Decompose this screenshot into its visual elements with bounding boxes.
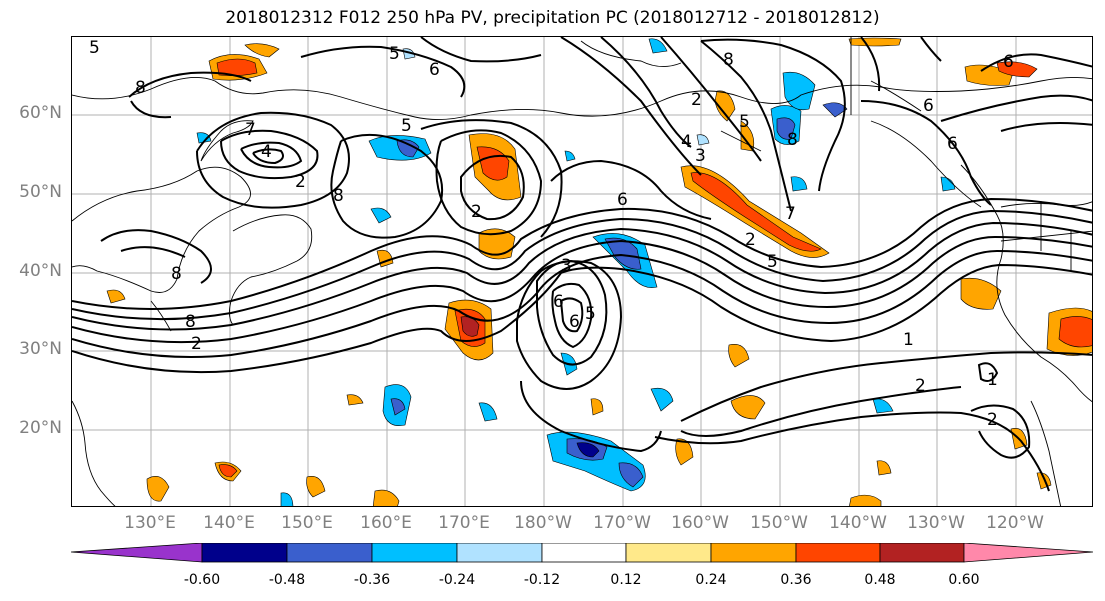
lat-label-30n: 30°N [19,339,62,359]
lat-label-20n: 20°N [19,418,62,438]
colorbar [71,543,1093,563]
colorbar-tick-label: 0.24 [695,572,727,588]
colorbar-segment [625,543,712,563]
contour-label: 5 [767,252,778,272]
contour-label: 2 [915,376,926,396]
colorbar-tick-label: 0.48 [864,572,896,588]
contour-label: 6 [617,190,628,210]
contour-label: 1 [903,330,914,350]
colorbar-segment [286,543,373,563]
colorbar-tick-label: 0.12 [610,572,642,588]
map-canvas: 5 6 8 5 4 7 2 8 5 2 3 6 5 8 6 8 6 2 3 2 … [72,37,1092,506]
colorbar-tick-label: -0.12 [523,572,561,588]
contour-label: 3 [561,256,572,276]
plot-title: 2018012312 F012 250 hPa PV, precipitatio… [225,8,880,28]
contour-label: 8 [185,312,196,332]
lon-label-130w: 130°W [907,513,965,533]
colorbar-segment [879,543,965,563]
lon-label-170w: 170°W [593,513,651,533]
contour-label: 4 [261,142,272,162]
contour-label: 6 [569,312,580,332]
colorbar-segment [795,543,881,563]
colorbar-segment [201,543,288,563]
map-panel: 5 6 8 5 4 7 2 8 5 2 3 6 5 8 6 8 6 2 3 2 … [71,36,1093,507]
contour-label: 5 [401,116,412,136]
colorbar-tick-label: -0.60 [183,572,221,588]
contour-label: 2 [471,202,482,222]
colorbar-extend-max [963,543,1093,563]
colorbar-tick-label: 0.36 [780,572,812,588]
lon-label-160w: 160°W [671,513,729,533]
precip-anomaly-shading [106,37,1092,506]
contour-label: 2 [745,230,756,250]
contour-label: 5 [739,112,750,132]
contour-label: 5 [89,38,100,58]
lat-label-60n: 60°N [19,103,62,123]
colorbar-tick-label: 0.60 [948,572,980,588]
colorbar-segment [710,543,797,563]
colorbar-tick-label: -0.36 [353,572,391,588]
lon-label-130e: 130°E [124,513,176,533]
contour-label: 2 [295,172,306,192]
lon-label-180w: 180°W [514,513,572,533]
lat-label-50n: 50°N [19,182,62,202]
colorbar-tick-label: -0.24 [438,572,476,588]
colorbar-segment [371,543,458,563]
lon-label-120w: 120°W [986,513,1044,533]
colorbar-segments [71,543,1093,563]
contour-label: 8 [135,78,146,98]
contour-label: 5 [389,44,400,64]
contour-label: 2 [191,334,202,354]
contour-label: 6 [1003,52,1014,72]
colorbar-extend-min [71,543,203,563]
lon-label-150w: 150°W [750,513,808,533]
contour-label: 6 [553,292,564,312]
coastlines [72,37,1092,506]
contour-label: 8 [333,186,344,206]
lon-label-140e: 140°E [203,513,255,533]
contour-label: 7 [785,204,796,224]
contour-labels: 5 6 8 5 4 7 2 8 5 2 3 6 5 8 6 8 6 2 3 2 … [89,38,1014,430]
pv-contours [72,37,1092,492]
colorbar-segment [541,543,627,563]
contour-label: 4 [681,132,692,152]
contour-label: 6 [429,60,440,80]
lon-label-160e: 160°E [360,513,412,533]
contour-label: 5 [585,304,596,324]
lon-label-140w: 140°W [829,513,887,533]
contour-label: 7 [245,120,256,140]
colorbar-segment [456,543,543,563]
contour-label: 3 [695,146,706,166]
lon-label-150e: 150°E [281,513,333,533]
colorbar-tick-label: -0.48 [268,572,306,588]
contour-label: 6 [947,134,958,154]
contour-label: 2 [691,90,702,110]
contour-label: 8 [171,264,182,284]
lat-label-40n: 40°N [19,261,62,281]
lon-label-170e: 170°E [438,513,490,533]
contour-label: 1 [987,370,998,390]
contour-label: 8 [787,130,798,150]
contour-label: 8 [723,50,734,70]
contour-label: 2 [987,410,998,430]
contour-label: 6 [923,96,934,116]
